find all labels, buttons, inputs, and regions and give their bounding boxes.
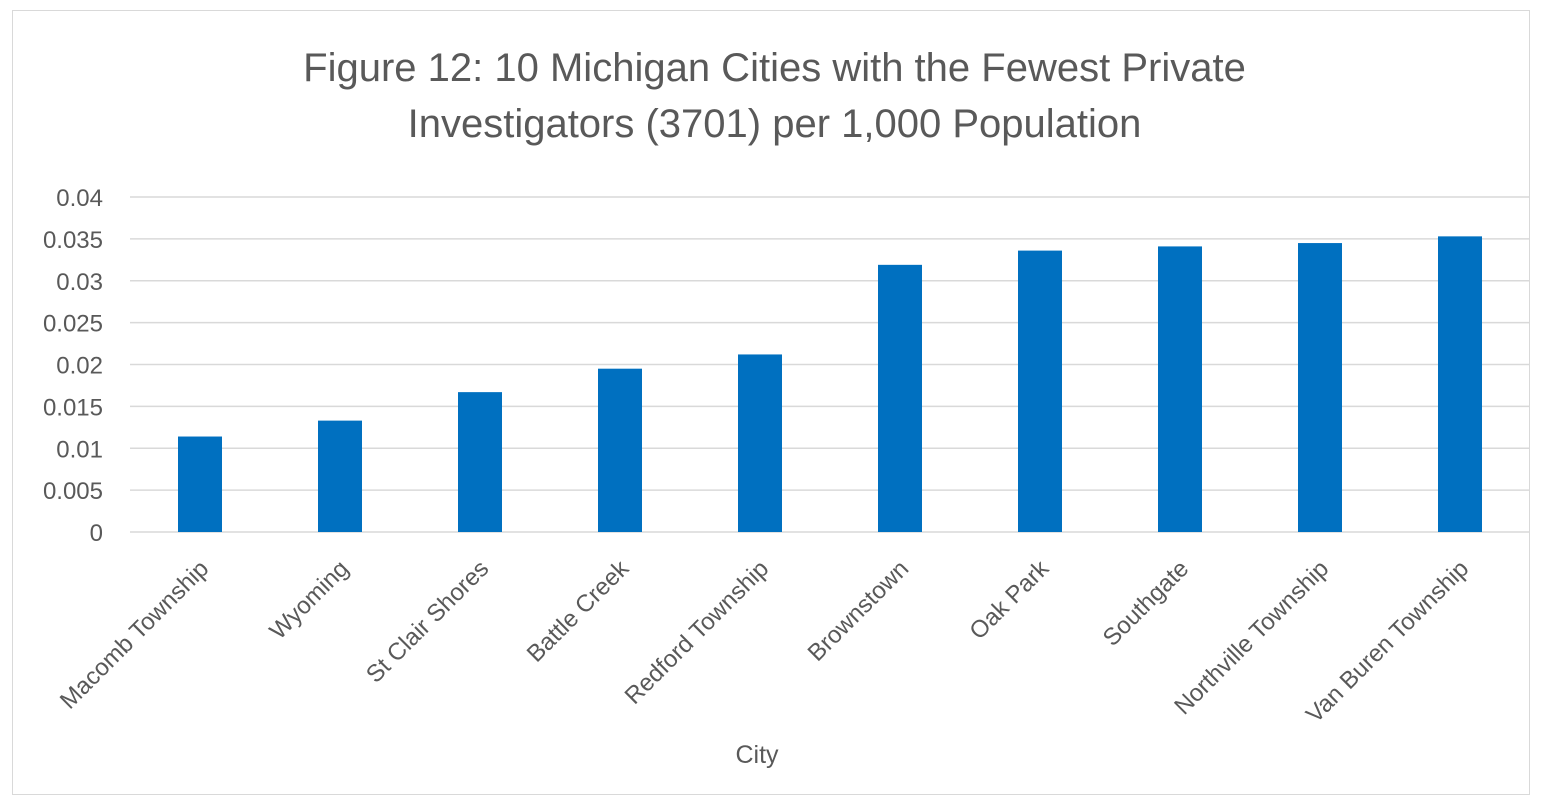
y-tick-label: 0.03 — [56, 269, 103, 296]
x-tick-label: Macomb Township — [55, 555, 214, 714]
chart-frame — [12, 10, 1530, 795]
y-tick-label: 0.015 — [43, 394, 103, 421]
bar — [318, 420, 362, 532]
bar — [178, 436, 222, 532]
y-tick-label: 0 — [90, 520, 103, 547]
y-tick-label: 0.035 — [43, 227, 103, 254]
gridlines — [130, 196, 1530, 533]
x-axis-ticks: Macomb Township Wyoming St Clair Shores Bat… — [55, 554, 1474, 728]
bar — [738, 354, 782, 532]
y-tick-label: 0.02 — [56, 353, 103, 380]
x-tick-label: Brownstown — [803, 555, 915, 667]
x-tick-label: Oak Park — [964, 554, 1055, 645]
bar — [1158, 246, 1202, 532]
chart-title: Figure 12: 10 Michigan Cities with the F… — [0, 40, 1549, 152]
chart-title-line-2: Investigators (3701) per 1,000 Populatio… — [407, 102, 1142, 146]
x-tick-label: Redford Township — [620, 555, 775, 710]
bar — [1018, 250, 1062, 532]
bar — [1438, 236, 1482, 533]
x-tick-label: St Clair Shores — [361, 555, 494, 688]
bar — [458, 392, 502, 532]
y-tick-label: 0.01 — [56, 436, 103, 463]
x-tick-label: Southgate — [1098, 555, 1194, 651]
x-tick-label: Northville Township — [1169, 555, 1334, 720]
x-tick-label: Battle Creek — [522, 554, 635, 667]
bars — [178, 236, 1482, 533]
y-tick-label: 0.005 — [43, 478, 103, 505]
y-tick-label: 0.04 — [56, 185, 103, 212]
bar — [878, 264, 922, 532]
y-tick-label: 0.025 — [43, 311, 103, 338]
x-tick-label: Wyoming — [265, 555, 355, 645]
chart-title-line-1: Figure 12: 10 Michigan Cities with the F… — [303, 46, 1246, 90]
x-axis-title: City — [735, 741, 779, 769]
y-axis-ticks: 0 0.005 0.01 0.015 0.02 0.025 0.03 0.035 0.04 — [43, 185, 103, 547]
bar — [598, 368, 642, 532]
bar — [1298, 243, 1342, 532]
